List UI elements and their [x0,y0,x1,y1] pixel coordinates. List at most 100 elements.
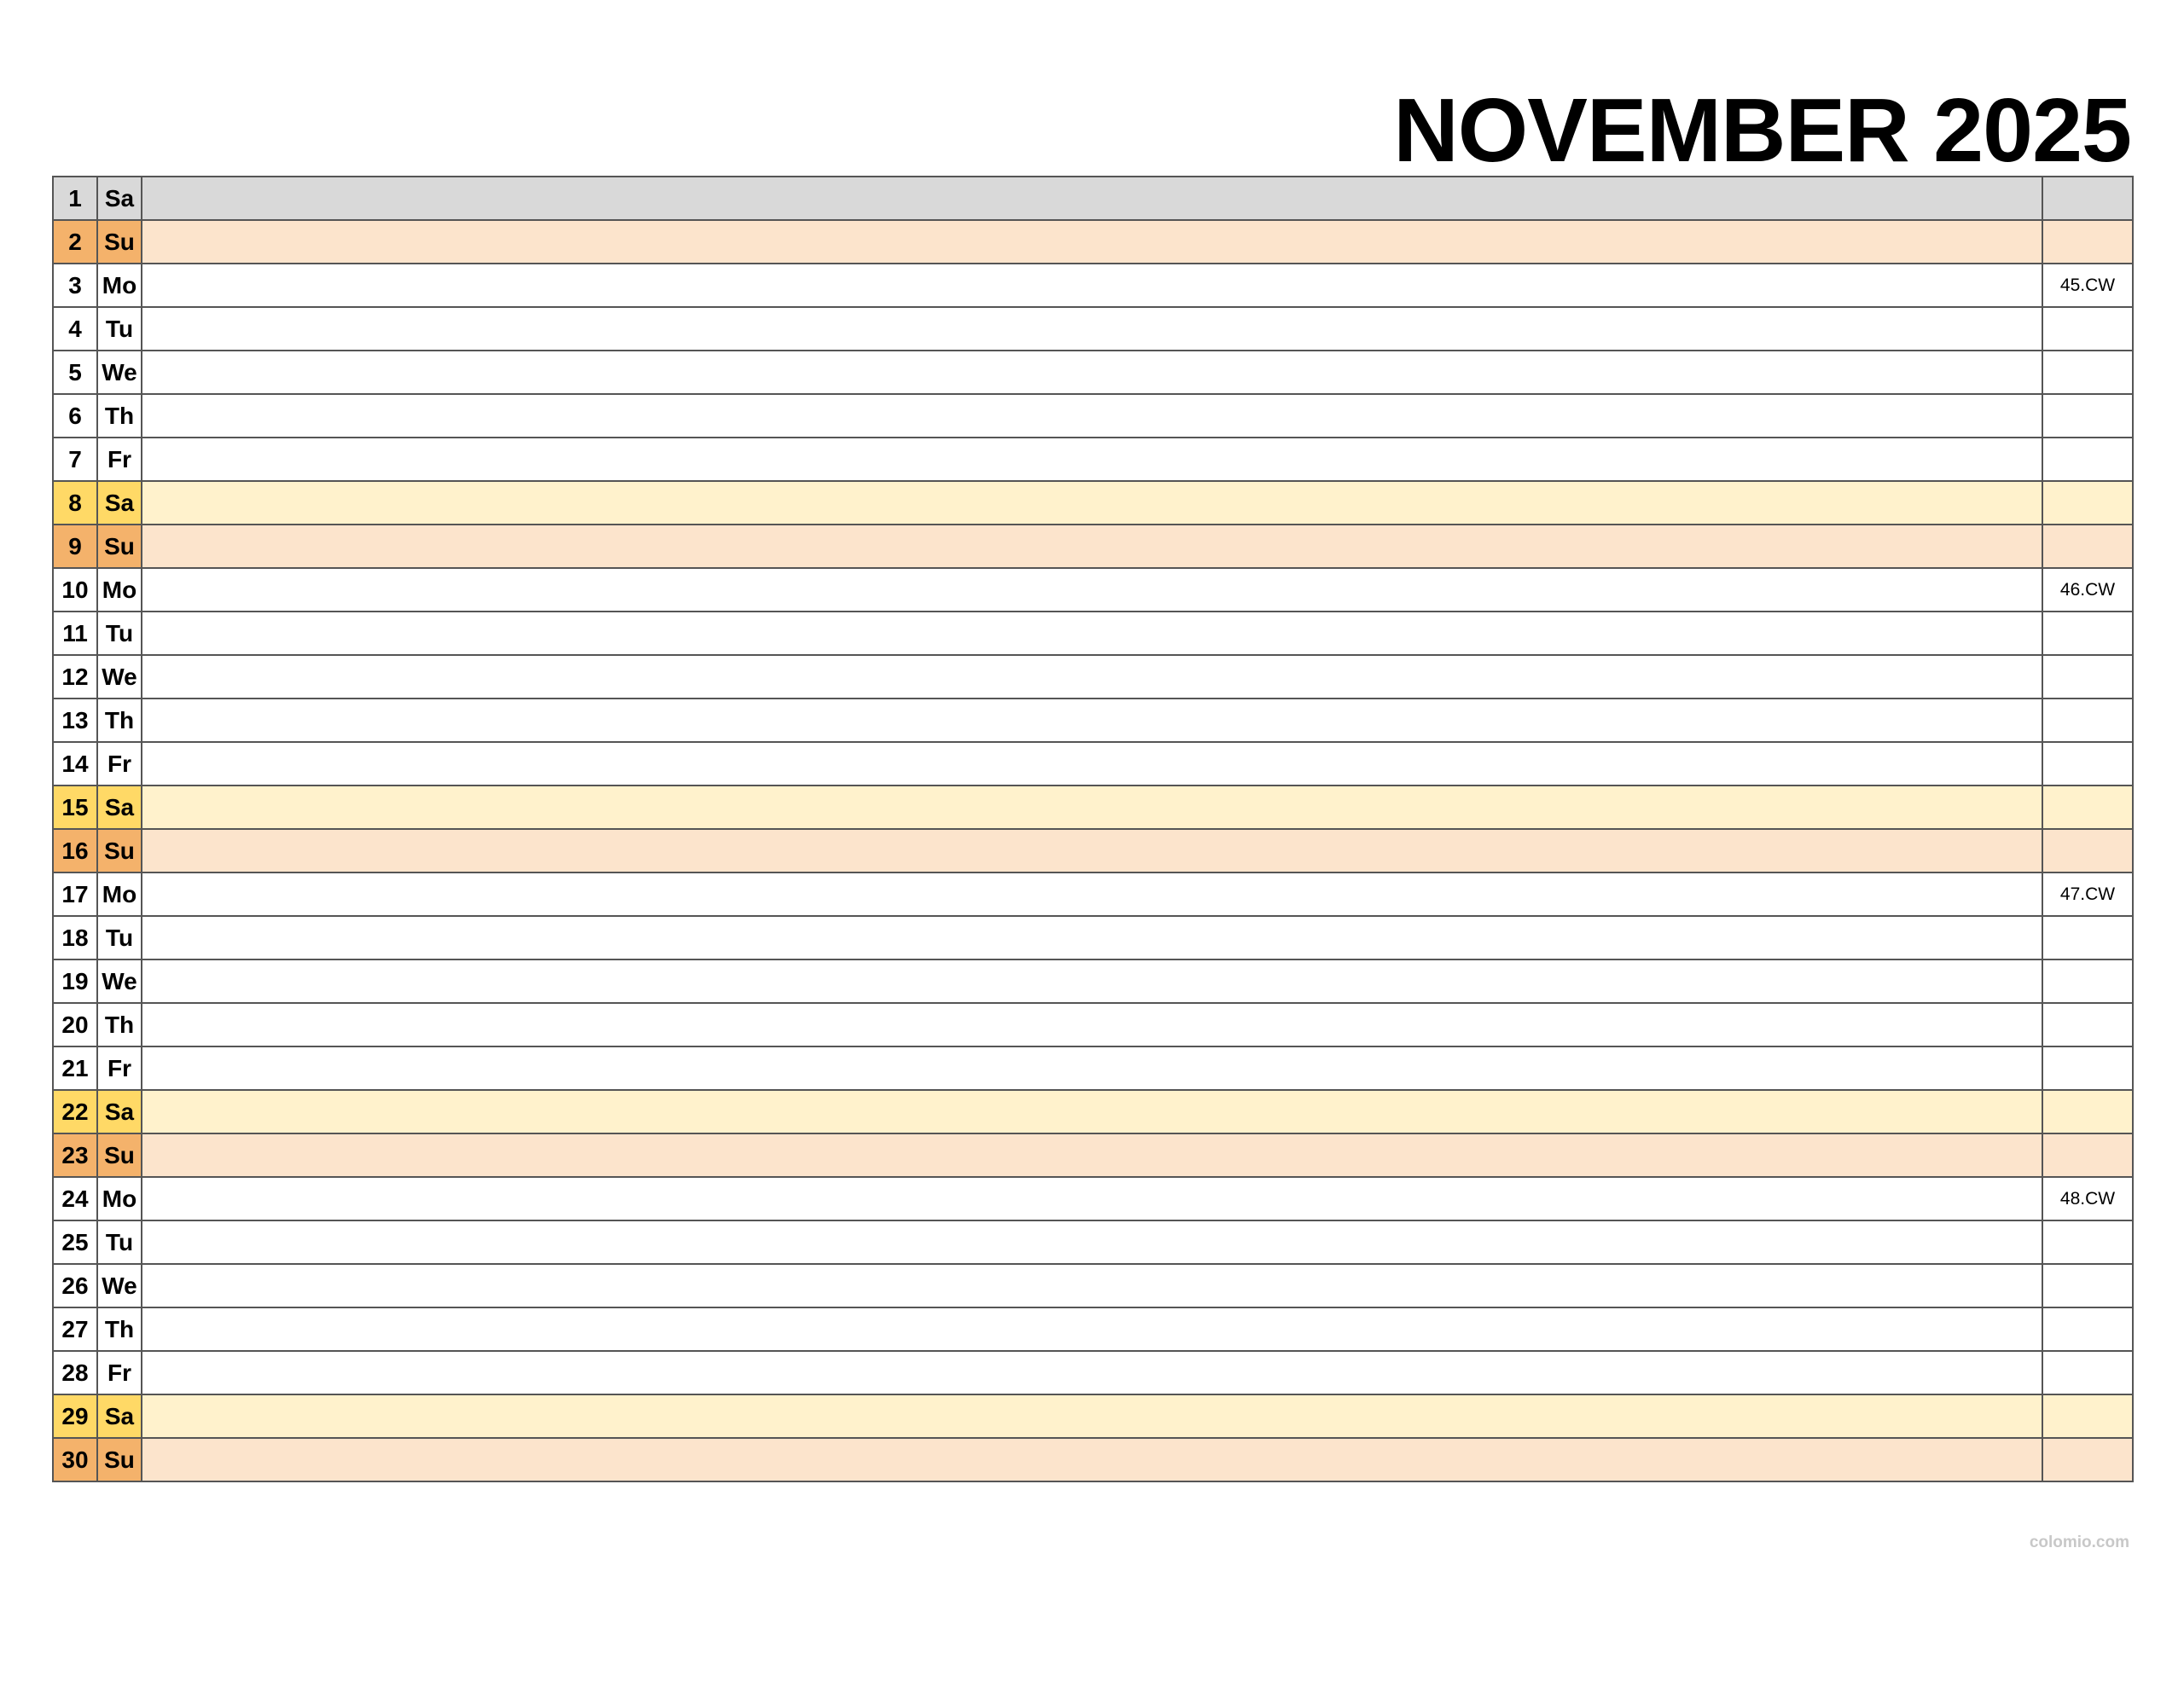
weekday: Tu [96,611,142,656]
day-number: 11 [52,611,98,656]
notes-cell[interactable] [141,1394,2043,1439]
notes-cell[interactable] [141,393,2043,438]
day-row: 9 Su [52,524,2134,569]
notes-cell[interactable] [141,1002,2043,1047]
calendar-week [2042,393,2134,438]
notes-cell[interactable] [141,654,2043,699]
calendar-week [2042,176,2134,221]
day-row: 21 Fr [52,1046,2134,1091]
day-number: 10 [52,567,98,612]
day-number: 19 [52,959,98,1004]
weekday: Fr [96,437,142,482]
notes-cell[interactable] [141,480,2043,525]
notes-cell[interactable] [141,611,2043,656]
weekday: Su [96,1437,142,1482]
day-row: 22 Sa [52,1089,2134,1134]
day-number: 27 [52,1307,98,1352]
notes-cell[interactable] [141,785,2043,830]
calendar-week [2042,1133,2134,1178]
day-row: 14 Fr [52,741,2134,786]
notes-cell[interactable] [141,698,2043,743]
notes-cell[interactable] [141,263,2043,308]
notes-cell[interactable] [141,1133,2043,1178]
notes-cell[interactable] [141,437,2043,482]
weekday: Tu [96,1220,142,1265]
calendar-week: 45.CW [2042,263,2134,308]
calendar-week [2042,1089,2134,1134]
weekday: Th [96,698,142,743]
weekday: Fr [96,1350,142,1395]
day-number: 24 [52,1176,98,1221]
weekday: Mo [96,263,142,308]
calendar-week [2042,306,2134,351]
day-number: 15 [52,785,98,830]
notes-cell[interactable] [141,350,2043,395]
notes-cell[interactable] [141,1263,2043,1308]
weekday: Su [96,1133,142,1178]
notes-cell[interactable] [141,1046,2043,1091]
calendar-week [2042,219,2134,264]
day-row: 2 Su [52,219,2134,264]
weekday: Sa [96,785,142,830]
weekday: Tu [96,915,142,960]
weekday: Su [96,219,142,264]
day-number: 8 [52,480,98,525]
day-number: 12 [52,654,98,699]
calendar-week [2042,915,2134,960]
calendar-week: 47.CW [2042,872,2134,917]
day-row: 25 Tu [52,1220,2134,1265]
day-row: 18 Tu [52,915,2134,960]
weekday: Sa [96,176,142,221]
weekday: Th [96,1307,142,1352]
notes-cell[interactable] [141,219,2043,264]
watermark: colomio.com [2029,1533,2129,1551]
notes-cell[interactable] [141,1220,2043,1265]
calendar-table: 1 Sa 2 Su 3 Mo 45.CW 4 Tu 5 We 6 Th 7 Fr 8 Sa 9 Su 10 Mo 46.C… [52,176,2134,1482]
day-number: 2 [52,219,98,264]
notes-cell[interactable] [141,176,2043,221]
day-number: 26 [52,1263,98,1308]
notes-cell[interactable] [141,1176,2043,1221]
notes-cell[interactable] [141,524,2043,569]
calendar-week [2042,828,2134,873]
day-row: 24 Mo 48.CW [52,1176,2134,1221]
notes-cell[interactable] [141,872,2043,917]
day-number: 21 [52,1046,98,1091]
notes-cell[interactable] [141,741,2043,786]
day-row: 3 Mo 45.CW [52,263,2134,308]
weekday: Mo [96,872,142,917]
calendar-week [2042,1307,2134,1352]
day-row: 16 Su [52,828,2134,873]
day-number: 18 [52,915,98,960]
day-number: 7 [52,437,98,482]
calendar-week: 48.CW [2042,1176,2134,1221]
notes-cell[interactable] [141,1350,2043,1395]
weekday: Su [96,524,142,569]
notes-cell[interactable] [141,306,2043,351]
day-row: 19 We [52,959,2134,1004]
day-number: 30 [52,1437,98,1482]
calendar-week [2042,1002,2134,1047]
calendar-week [2042,437,2134,482]
calendar-week [2042,654,2134,699]
day-number: 14 [52,741,98,786]
notes-cell[interactable] [141,915,2043,960]
day-row: 15 Sa [52,785,2134,830]
notes-cell[interactable] [141,1089,2043,1134]
day-row: 28 Fr [52,1350,2134,1395]
notes-cell[interactable] [141,828,2043,873]
notes-cell[interactable] [141,567,2043,612]
calendar-week [2042,1350,2134,1395]
day-number: 28 [52,1350,98,1395]
calendar-week [2042,1437,2134,1482]
day-row: 26 We [52,1263,2134,1308]
day-number: 3 [52,263,98,308]
day-number: 16 [52,828,98,873]
day-number: 6 [52,393,98,438]
notes-cell[interactable] [141,959,2043,1004]
day-row: 4 Tu [52,306,2134,351]
day-row: 1 Sa [52,176,2134,221]
calendar-week [2042,611,2134,656]
notes-cell[interactable] [141,1307,2043,1352]
notes-cell[interactable] [141,1437,2043,1482]
